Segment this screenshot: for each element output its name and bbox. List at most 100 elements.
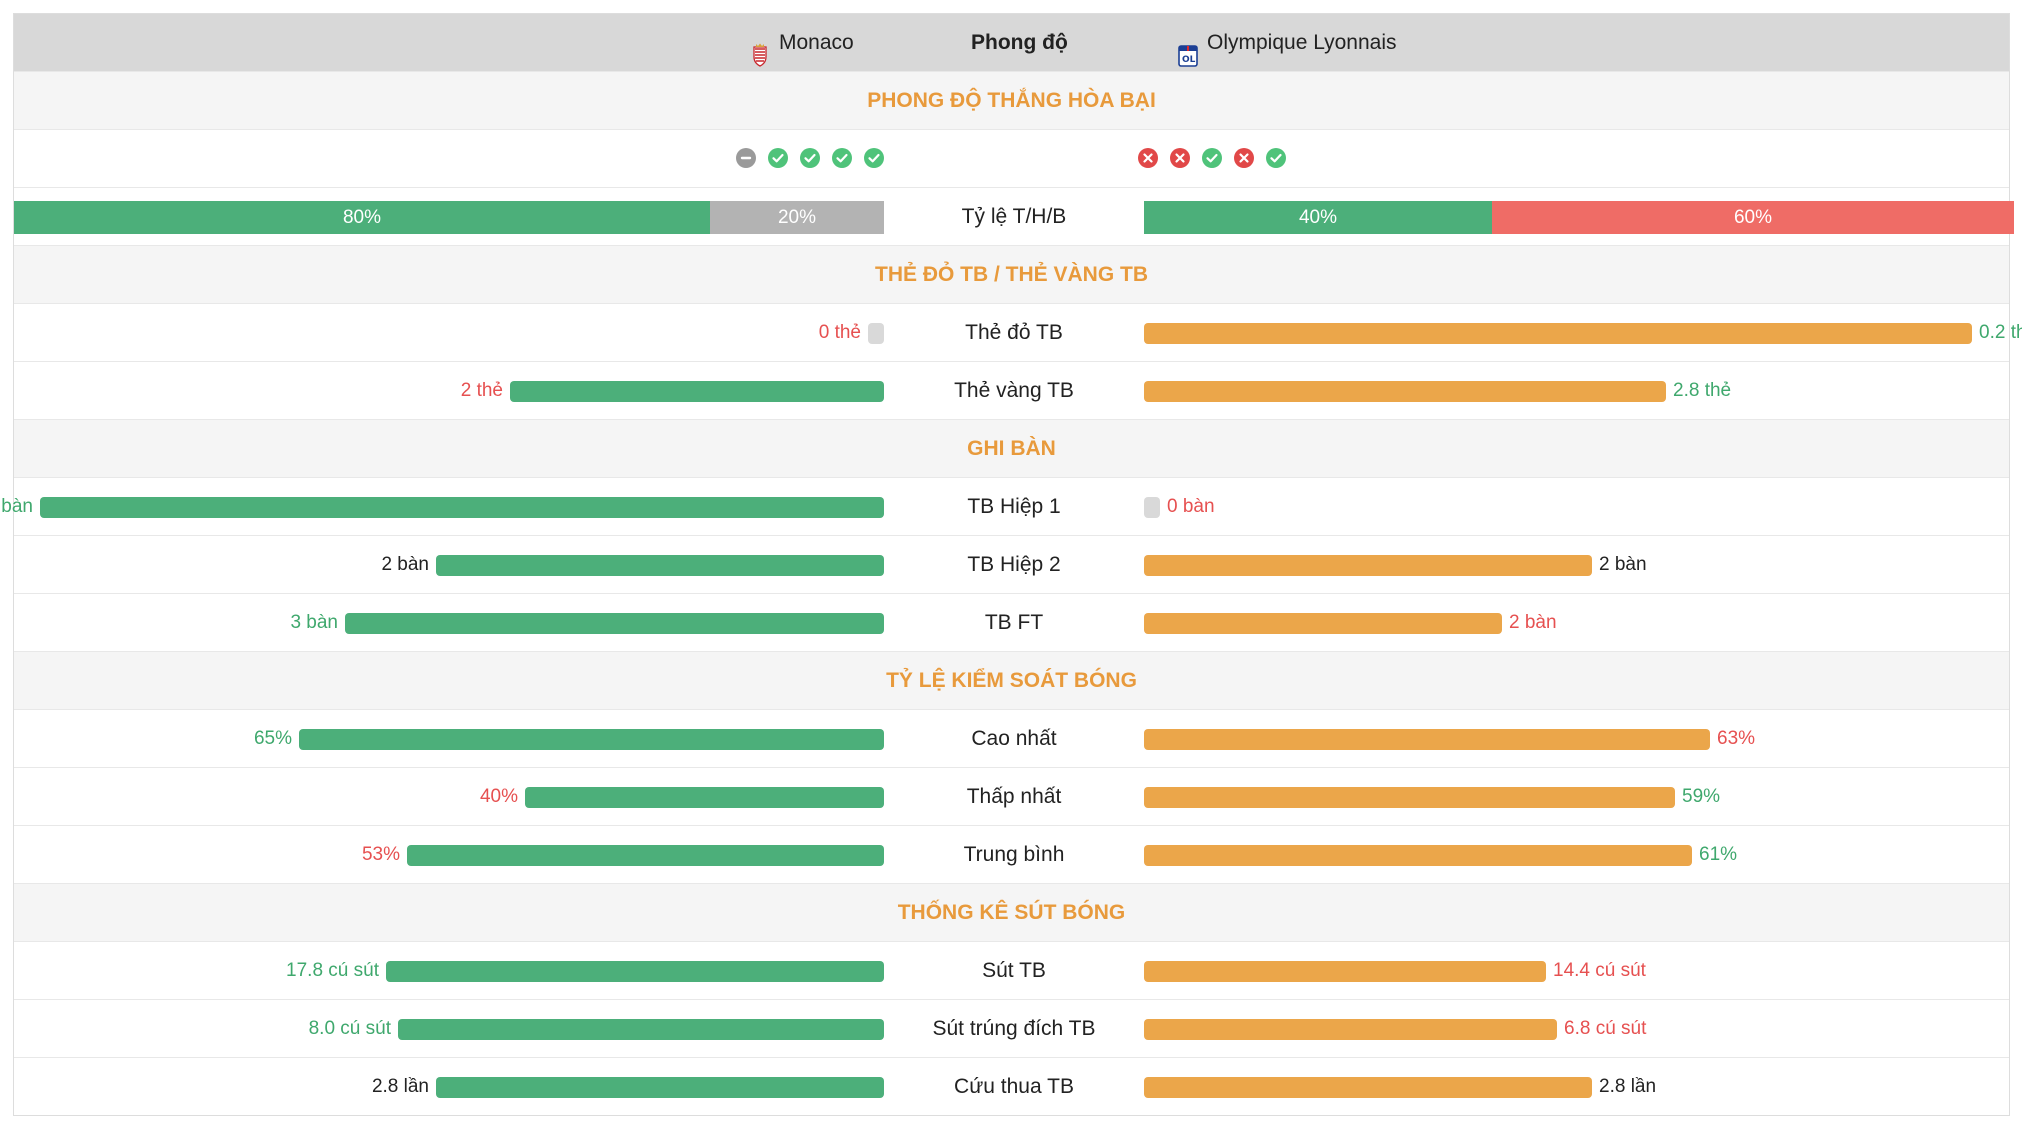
section-title: THẺ ĐỎ TB / THẺ VÀNG TB (14, 245, 2009, 303)
away-stat-value: 63% (1717, 728, 1756, 749)
away-stat-bar (1144, 787, 1675, 808)
away-ratio-win: 40% (1144, 201, 1492, 234)
win-draw-loss-ratio-row: 80% 20% Tỷ lệ T/H/B 40% 60% (14, 187, 2014, 245)
section-title: TỶ LỆ KIỂM SOÁT BÓNG (14, 651, 2009, 709)
home-result-check-icon (800, 148, 820, 168)
stat-label: Thấp nhất (966, 785, 1062, 808)
stat-row: 2 bàn TB Hiệp 2 2 bàn (14, 535, 2009, 593)
home-stat-value: 53% (361, 844, 400, 865)
home-stat-value: 1 bàn (0, 496, 33, 517)
stat-sections: THẺ ĐỎ TB / THẺ VÀNG TB 0 thẻ Thẻ đỏ TB 0.2… (0, 245, 2022, 1115)
home-team-name: Monaco (779, 31, 854, 54)
section-title: GHI BÀN (14, 419, 2009, 477)
away-stat-bar (1144, 555, 1592, 576)
stat-row: 8.0 cú sút Sút trúng đích TB 6.8 cú sút (14, 999, 2009, 1057)
stat-label: Cao nhất (971, 727, 1057, 750)
away-stat-bar (1144, 729, 1710, 750)
home-ratio-draw: 20% (710, 201, 884, 234)
form-results-row (14, 129, 2009, 187)
home-stat-bar (436, 555, 884, 576)
stat-row: 2.8 lần Cứu thua TB 2.8 lần (14, 1057, 2009, 1115)
away-stat-value: 59% (1682, 786, 1721, 807)
section-title-form: PHONG ĐỘ THẮNG HÒA BẠI (14, 71, 2009, 129)
away-result-check-icon (1266, 148, 1286, 168)
stat-row: 40% Thấp nhất 59% (14, 767, 2009, 825)
lyon-crest-icon: OL (1178, 32, 1198, 67)
away-recent-results (1138, 148, 1286, 168)
away-stat-value: 6.8 cú sút (1564, 1018, 1647, 1039)
home-stat-bar (510, 381, 884, 402)
comparison-header: Monaco Phong độ OL Olympique Lyonnais (14, 14, 2009, 71)
away-stat-bar (1144, 381, 1666, 402)
away-stat-bar (1144, 497, 1160, 518)
away-stat-value: 0.2 thẻ (1979, 322, 2022, 343)
stat-row: 65% Cao nhất 63% (14, 709, 2009, 767)
home-stat-value: 40% (479, 786, 518, 807)
away-stat-bar (1144, 1077, 1592, 1098)
home-stat-value: 2 thẻ (460, 380, 503, 401)
away-team[interactable]: OL Olympique Lyonnais (1178, 14, 1397, 71)
home-stat-bar (345, 613, 884, 634)
home-stat-bar (436, 1077, 884, 1098)
home-result-check-icon (768, 148, 788, 168)
away-stat-bar (1144, 845, 1692, 866)
home-stat-bar (398, 1019, 884, 1040)
stat-label: Thẻ đỏ TB (965, 321, 1063, 344)
home-stat-value: 2 bàn (381, 554, 429, 575)
stat-label: Trung bình (963, 843, 1065, 866)
home-ratio-win: 80% (14, 201, 710, 234)
away-stat-bar (1144, 961, 1546, 982)
away-team-name: Olympique Lyonnais (1207, 31, 1397, 54)
away-ratio-loss: 60% (1492, 201, 2014, 234)
away-stat-bar (1144, 1019, 1557, 1040)
stat-row: 1 bàn TB Hiệp 1 0 bàn (0, 477, 2009, 535)
form-comparison-panel: Monaco Phong độ OL Olympique Lyonnais PH… (0, 13, 2022, 1116)
stat-label: Sút TB (982, 959, 1046, 982)
home-team[interactable]: Monaco (750, 14, 854, 71)
stat-row: 17.8 cú sút Sút TB 14.4 cú sút (14, 941, 2009, 999)
ratio-label: Tỷ lệ T/H/B (961, 205, 1067, 228)
home-stat-bar (407, 845, 884, 866)
home-stat-value: 2.8 lần (371, 1076, 429, 1097)
away-stat-value: 61% (1699, 844, 1738, 865)
home-stat-value: 3 bàn (290, 612, 338, 633)
stat-label: Sút trúng đích TB (932, 1017, 1096, 1040)
page-title: Phong độ (971, 31, 1068, 54)
away-result-check-icon (1202, 148, 1222, 168)
home-stat-value: 0 thẻ (818, 322, 861, 343)
home-stat-bar (525, 787, 884, 808)
away-stat-value: 2.8 thẻ (1673, 380, 1732, 401)
home-stat-value: 17.8 cú sút (286, 960, 379, 981)
home-stat-bar (386, 961, 884, 982)
stat-label: Thẻ vàng TB (954, 379, 1074, 402)
stat-row: 2 thẻ Thẻ vàng TB 2.8 thẻ (14, 361, 2009, 419)
stat-label: TB Hiệp 2 (967, 553, 1061, 576)
stat-label: TB FT (984, 611, 1044, 634)
away-stat-value: 2 bàn (1509, 612, 1557, 633)
away-stat-value: 0 bàn (1167, 496, 1215, 517)
home-result-check-icon (864, 148, 884, 168)
away-result-x-icon (1170, 148, 1190, 168)
home-stat-value: 65% (253, 728, 292, 749)
monaco-crest-icon (750, 32, 770, 67)
home-stat-value: 8.0 cú sút (308, 1018, 391, 1039)
home-stat-bar (40, 497, 884, 518)
stat-row: 0 thẻ Thẻ đỏ TB 0.2 thẻ (14, 303, 2022, 361)
away-stat-value: 14.4 cú sút (1553, 960, 1646, 981)
stat-label: Cứu thua TB (954, 1075, 1074, 1098)
away-result-x-icon (1138, 148, 1158, 168)
away-stat-bar (1144, 323, 1972, 344)
away-stat-bar (1144, 613, 1502, 634)
stat-row: 53% Trung bình 61% (14, 825, 2009, 883)
svg-text:OL: OL (1182, 55, 1196, 65)
home-recent-results (736, 148, 884, 168)
away-stat-value: 2 bàn (1599, 554, 1647, 575)
away-stat-value: 2.8 lần (1599, 1076, 1657, 1097)
stat-row: 3 bàn TB FT 2 bàn (14, 593, 2009, 651)
section-title: THỐNG KÊ SÚT BÓNG (14, 883, 2009, 941)
stat-label: TB Hiệp 1 (967, 495, 1061, 518)
away-result-x-icon (1234, 148, 1254, 168)
home-stat-bar (868, 323, 884, 344)
home-result-minus-icon (736, 148, 756, 168)
home-result-check-icon (832, 148, 852, 168)
